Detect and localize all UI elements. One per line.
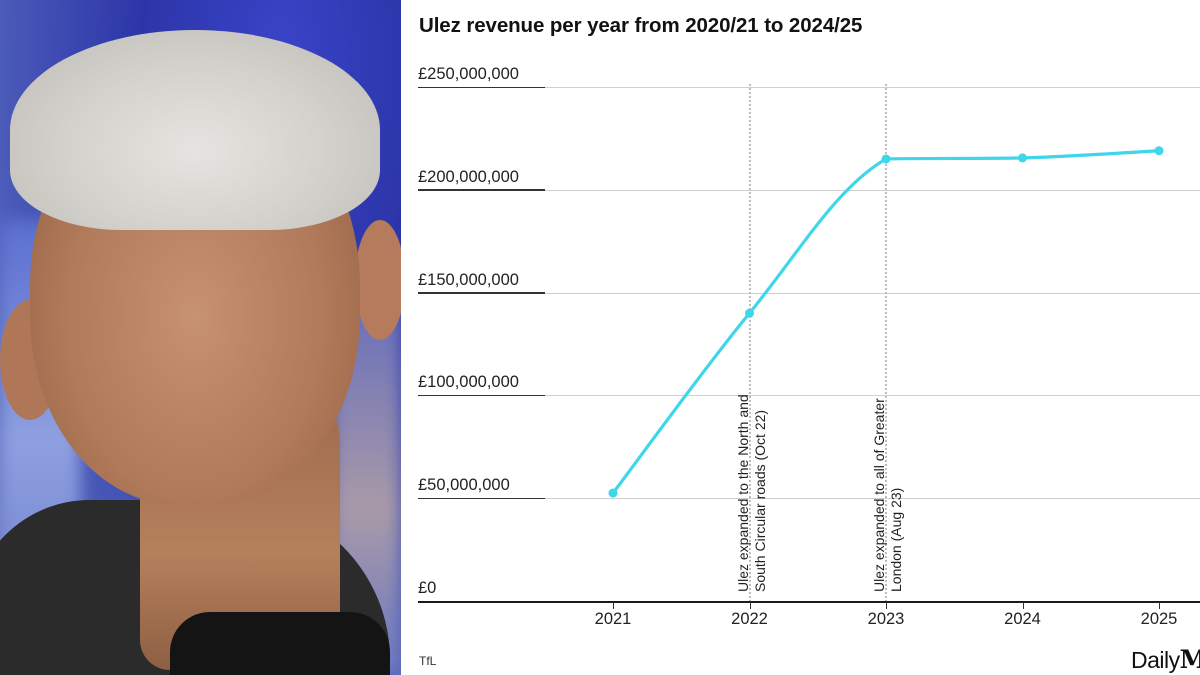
x-tick bbox=[886, 602, 887, 609]
x-tick bbox=[1022, 602, 1024, 609]
gridline bbox=[545, 292, 1200, 294]
data-point bbox=[745, 308, 754, 318]
chart-panel: Ulez revenue per year from 2020/21 to 20… bbox=[401, 0, 1200, 675]
revenue-line bbox=[611, 149, 1161, 495]
data-point bbox=[1018, 153, 1027, 163]
x-tick bbox=[613, 602, 614, 609]
photo-hair bbox=[10, 30, 380, 230]
gridline bbox=[545, 87, 1200, 88]
y-tick-underline bbox=[418, 497, 545, 500]
y-tick-underline bbox=[418, 394, 545, 397]
y-tick-underline bbox=[418, 86, 545, 88]
x-tick-label: 2023 bbox=[867, 610, 905, 628]
x-tick bbox=[1159, 602, 1160, 609]
photo-ear bbox=[355, 220, 401, 340]
gridline bbox=[545, 395, 1200, 397]
y-tick-label: £200,000,000 bbox=[418, 167, 519, 186]
annotation-line-2022 bbox=[749, 84, 751, 602]
source-label: TfL bbox=[419, 654, 437, 668]
photo-panel bbox=[0, 0, 401, 675]
photo-collar bbox=[170, 612, 390, 675]
y-tick-underline bbox=[418, 292, 545, 294]
x-tick-label: 2021 bbox=[594, 610, 632, 628]
x-tick-label: 2022 bbox=[731, 610, 768, 628]
y-tick-label: £50,000,000 bbox=[418, 476, 510, 495]
y-tick-label: £0 bbox=[418, 579, 437, 597]
x-axis-line bbox=[418, 601, 1200, 603]
y-tick-label: £150,000,000 bbox=[418, 270, 519, 289]
data-point bbox=[608, 488, 618, 498]
y-tick-label: £100,000,000 bbox=[418, 373, 519, 392]
x-tick-label: 2025 bbox=[1140, 610, 1178, 628]
gridline bbox=[545, 189, 1200, 191]
x-tick bbox=[749, 602, 751, 609]
y-tick-label: £250,000,000 bbox=[418, 65, 519, 83]
chart-title: Ulez revenue per year from 2020/21 to 20… bbox=[419, 14, 863, 37]
data-point bbox=[1154, 146, 1164, 156]
data-points bbox=[608, 146, 1164, 498]
x-tick-label: 2024 bbox=[1004, 610, 1041, 628]
annotation-line-2023 bbox=[885, 84, 887, 602]
gridline bbox=[545, 498, 1200, 500]
line-plot bbox=[608, 146, 1164, 498]
brand-text: Daily bbox=[1131, 647, 1180, 673]
y-tick-underline bbox=[418, 189, 545, 191]
brand-logo: DailyM bbox=[1131, 645, 1200, 674]
brand-mark-icon: M bbox=[1179, 645, 1200, 674]
data-point bbox=[881, 154, 891, 164]
